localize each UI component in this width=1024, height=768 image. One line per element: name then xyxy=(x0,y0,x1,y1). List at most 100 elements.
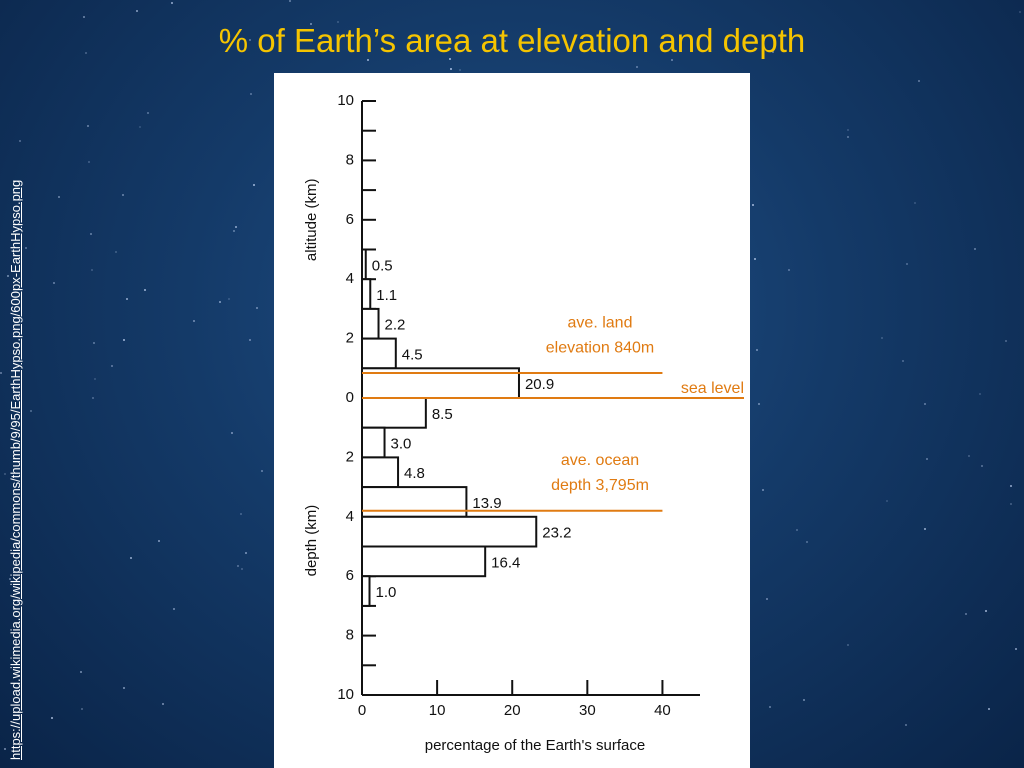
star xyxy=(90,233,93,236)
star xyxy=(846,136,849,139)
star xyxy=(87,160,90,163)
annotation-text: ave. land xyxy=(568,314,633,331)
star xyxy=(157,540,160,543)
star xyxy=(227,297,230,300)
star xyxy=(114,250,117,253)
bar xyxy=(361,575,371,607)
y-axis-label: altitude (km) xyxy=(303,179,320,262)
star xyxy=(918,80,921,83)
star xyxy=(250,93,253,96)
star xyxy=(123,339,126,342)
bar-value-label: 20.9 xyxy=(525,376,554,393)
y-tick-label: 2 xyxy=(346,330,354,347)
y-tick-label: 6 xyxy=(346,567,354,584)
star xyxy=(162,703,165,706)
y-tick-label: 4 xyxy=(346,508,354,525)
star xyxy=(17,600,20,603)
star xyxy=(24,247,27,250)
star xyxy=(1010,503,1013,506)
star xyxy=(146,112,149,115)
star xyxy=(904,724,907,727)
star xyxy=(847,644,850,647)
star xyxy=(881,337,884,340)
star xyxy=(86,124,89,127)
bar xyxy=(361,426,386,459)
star xyxy=(310,22,313,25)
star xyxy=(92,396,95,399)
y-tick-label: 8 xyxy=(346,151,354,168)
star xyxy=(756,348,759,351)
x-tick-label: 40 xyxy=(654,702,671,719)
bar-value-label: 1.1 xyxy=(376,287,397,304)
star xyxy=(253,183,255,186)
star xyxy=(94,378,97,380)
star xyxy=(906,263,909,266)
bar xyxy=(361,337,397,370)
bar xyxy=(361,515,538,548)
bar xyxy=(361,456,400,489)
y-axis-label: depth (km) xyxy=(303,505,320,577)
star xyxy=(788,268,791,271)
star xyxy=(751,203,754,206)
star xyxy=(914,202,917,205)
star xyxy=(8,577,11,580)
annotation-text: sea level xyxy=(681,380,744,397)
star xyxy=(924,403,927,406)
star xyxy=(84,52,87,55)
star xyxy=(3,747,6,750)
y-tick-label: 4 xyxy=(346,270,354,287)
bar-value-label: 8.5 xyxy=(432,406,453,423)
star xyxy=(3,473,6,476)
bar xyxy=(361,278,372,310)
star xyxy=(81,707,84,710)
star xyxy=(985,610,988,613)
star xyxy=(670,58,673,61)
bar xyxy=(361,307,380,340)
star xyxy=(173,608,176,611)
star xyxy=(244,551,247,554)
star xyxy=(1005,340,1008,343)
x-tick-label: 30 xyxy=(579,702,596,719)
star xyxy=(192,320,195,323)
bar xyxy=(361,545,487,578)
bar xyxy=(361,248,367,281)
x-tick-label: 10 xyxy=(429,702,446,719)
star xyxy=(1014,648,1017,651)
star xyxy=(239,513,242,516)
star xyxy=(248,338,251,341)
y-tick-label: 8 xyxy=(346,627,354,644)
star xyxy=(978,393,981,396)
star xyxy=(29,410,32,413)
star xyxy=(964,613,967,616)
star xyxy=(51,717,54,720)
bar xyxy=(361,486,468,518)
star xyxy=(122,686,125,689)
star xyxy=(93,341,96,344)
star xyxy=(1009,485,1012,488)
star xyxy=(80,671,83,674)
x-axis-label: percentage of the Earth's surface xyxy=(425,737,646,754)
y-tick-label: 0 xyxy=(346,389,354,406)
star xyxy=(18,139,21,142)
annotation-text: elevation 840m xyxy=(546,339,655,356)
bar-value-label: 16.4 xyxy=(491,554,520,571)
bar-value-label: 0.5 xyxy=(372,257,393,274)
star xyxy=(126,298,129,301)
star xyxy=(765,597,768,600)
star xyxy=(219,300,222,303)
star xyxy=(901,359,904,362)
bar-value-label: 4.5 xyxy=(402,346,423,363)
star xyxy=(231,432,234,435)
star xyxy=(52,281,55,284)
y-tick-label: 2 xyxy=(346,448,354,465)
star xyxy=(241,567,244,570)
star xyxy=(233,230,236,233)
star xyxy=(449,68,452,71)
star xyxy=(111,365,114,368)
star xyxy=(762,489,765,492)
star xyxy=(449,57,452,60)
star xyxy=(7,274,10,277)
star xyxy=(57,196,60,199)
star xyxy=(967,455,970,458)
